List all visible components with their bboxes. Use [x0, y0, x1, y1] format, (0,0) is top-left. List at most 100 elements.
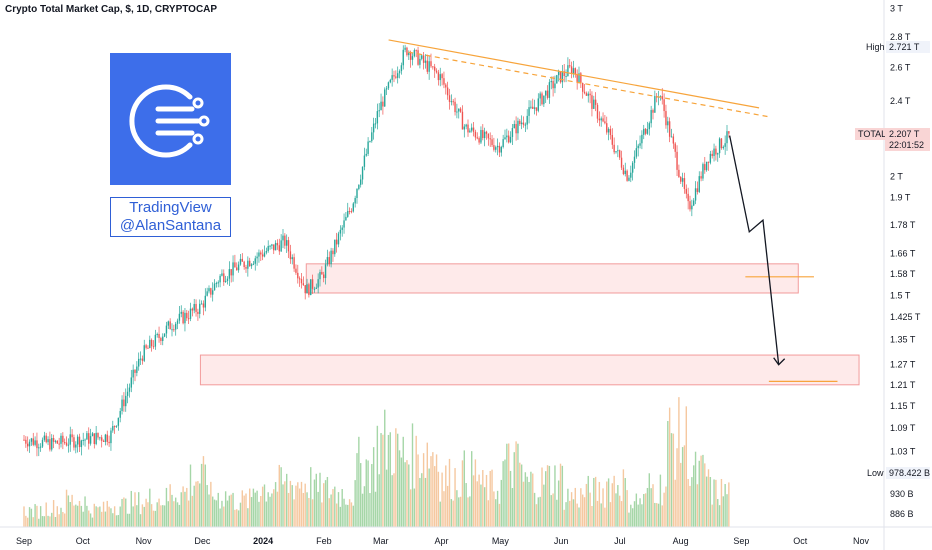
volume-bar: [637, 504, 639, 527]
volume-bar: [371, 464, 373, 527]
volume-bar: [400, 457, 403, 527]
candle: [648, 121, 650, 136]
price-axis[interactable]: 3 T 2.8 T 2.6 T 2.4 T 2 T 1.9 T 1.78 T 1.66 T 1.…: [890, 3, 921, 519]
candle: [167, 320, 169, 329]
candle: [347, 202, 349, 218]
candle: [82, 432, 84, 446]
candle: [180, 305, 182, 318]
volume-bar: [554, 465, 556, 527]
candle: [561, 65, 564, 89]
candle: [567, 57, 569, 77]
trendline-solid: [388, 39, 760, 109]
candle: [619, 149, 621, 160]
candle: [665, 104, 667, 129]
candle: [537, 93, 539, 113]
candle: [613, 137, 615, 155]
volume-bar: [293, 499, 295, 527]
volume-bar: [398, 450, 401, 527]
volume-bar: [104, 511, 107, 527]
volume-bar: [467, 497, 469, 527]
candle: [234, 254, 236, 268]
volume-bar: [696, 484, 699, 527]
candle: [530, 100, 532, 110]
candle: [187, 310, 190, 325]
candle: [722, 145, 724, 150]
volume-bar: [698, 460, 700, 527]
volume-bar: [657, 503, 660, 527]
volume-bar: [380, 433, 382, 527]
volume-bar: [350, 502, 353, 527]
candle: [324, 259, 327, 285]
candle: [224, 275, 227, 283]
candle: [260, 250, 262, 261]
volume-bar: [43, 516, 46, 527]
volume-bar: [570, 492, 573, 527]
candle: [643, 124, 645, 140]
watermark-line-2: @AlanSantana: [119, 217, 222, 234]
candle: [528, 100, 530, 124]
candle: [184, 308, 186, 332]
candle: [132, 364, 134, 385]
candle: [212, 282, 214, 302]
volume-bar: [511, 488, 514, 527]
volume-bar: [419, 477, 421, 527]
candle: [631, 161, 634, 181]
volume-bar: [615, 493, 617, 527]
author-watermark: TradingView @AlanSantana: [110, 197, 231, 237]
volume-bar: [593, 477, 595, 527]
candle: [700, 171, 702, 182]
volume-bar: [141, 504, 144, 527]
candle: [261, 249, 264, 261]
volume-bar: [261, 486, 264, 527]
candle: [300, 272, 303, 289]
current-tag-label: TOTAL: [858, 129, 886, 139]
volume-bar: [452, 500, 454, 527]
candle: [705, 161, 708, 172]
candle: [158, 326, 160, 343]
volume-bar: [681, 447, 684, 527]
candle: [598, 111, 601, 127]
candle: [635, 140, 638, 159]
candle: [615, 151, 617, 154]
volume-bar: [284, 481, 286, 527]
candle: [639, 135, 641, 149]
candle: [398, 69, 401, 79]
candle: [369, 140, 371, 143]
volume-bar: [480, 484, 482, 527]
volume-bar: [535, 504, 538, 527]
volume-bar: [56, 506, 58, 527]
candle: [221, 269, 223, 277]
candle: [254, 255, 256, 271]
time-tick-label: Aug: [673, 536, 689, 546]
time-axis[interactable]: Sep Oct Nov Dec 2024 Feb Mar Apr May Jun Jul Aug Sep…: [16, 536, 870, 546]
current-price-tag: TOTAL 2.207 T 22:01:52: [855, 128, 930, 151]
candle: [644, 127, 647, 136]
volume-bar: [509, 470, 512, 527]
volume-bar: [297, 482, 299, 527]
volume-bar: [38, 518, 40, 527]
candle: [286, 234, 288, 253]
volume-bar: [435, 454, 438, 527]
candle: [343, 213, 345, 234]
volume-bar: [715, 479, 717, 527]
volume-bar: [175, 497, 177, 527]
candle: [406, 46, 408, 57]
candle: [175, 321, 177, 336]
volume-bar: [619, 495, 621, 527]
volume-bar: [483, 487, 486, 527]
volume-bar: [508, 443, 510, 527]
volume-bar: [478, 474, 480, 527]
volume-bar: [232, 492, 234, 527]
candle: [230, 269, 232, 283]
price-tick-label: 1.9 T: [890, 193, 911, 203]
candle: [496, 138, 499, 156]
volume-bar: [180, 492, 182, 527]
volume-bar: [443, 491, 445, 527]
price-tick-label: 930 B: [890, 489, 914, 499]
candle: [69, 426, 71, 452]
candle: [563, 63, 565, 83]
price-tick-label: 1.35 T: [890, 334, 916, 344]
candle: [469, 128, 471, 133]
volume-bar: [635, 493, 638, 527]
